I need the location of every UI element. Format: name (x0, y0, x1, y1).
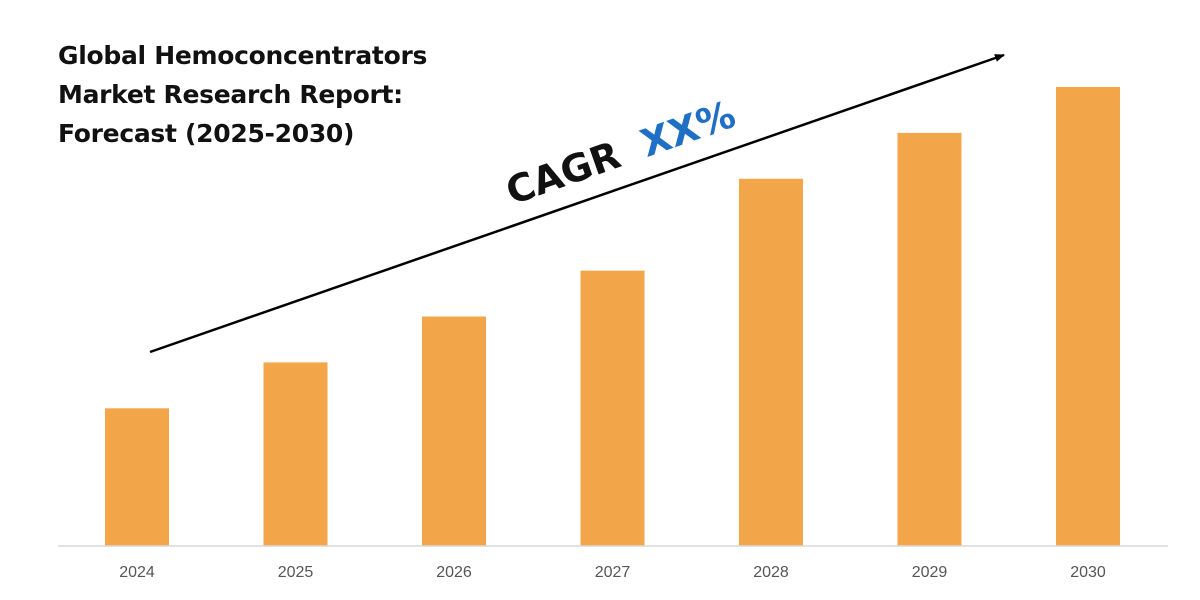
x-tick-label-2030: 2030 (1070, 564, 1106, 581)
chart-title: Global Hemoconcentrators Market Research… (58, 36, 427, 153)
cagr-annotation: CAGR XX% (500, 92, 741, 213)
bars-group (105, 87, 1120, 547)
bar-2024 (105, 408, 169, 546)
x-tick-label-2028: 2028 (753, 564, 789, 581)
chart-title-line-3: Forecast (2025-2030) (58, 119, 355, 148)
cagr-value: XX% (635, 92, 741, 166)
bar-2026 (422, 316, 486, 546)
x-tick-label-2027: 2027 (595, 564, 631, 581)
chart-title-line-1: Global Hemoconcentrators (58, 41, 428, 70)
x-tick-labels: 2024 2025 2026 2027 2028 2029 2030 (119, 564, 1106, 581)
chart-title-line-2: Market Research Report: (58, 80, 403, 109)
x-tick-label-2026: 2026 (436, 564, 472, 581)
x-tick-label-2024: 2024 (119, 564, 155, 581)
bar-2029 (897, 132, 962, 546)
bar-2028 (739, 178, 803, 547)
bar-2030 (1056, 87, 1120, 546)
bar-2025 (263, 362, 328, 546)
bar-2027 (580, 270, 645, 546)
x-tick-label-2025: 2025 (278, 564, 314, 581)
x-tick-label-2029: 2029 (912, 564, 948, 581)
trend-arrow (149, 53, 1005, 354)
cagr-prefix: CAGR (500, 133, 626, 214)
